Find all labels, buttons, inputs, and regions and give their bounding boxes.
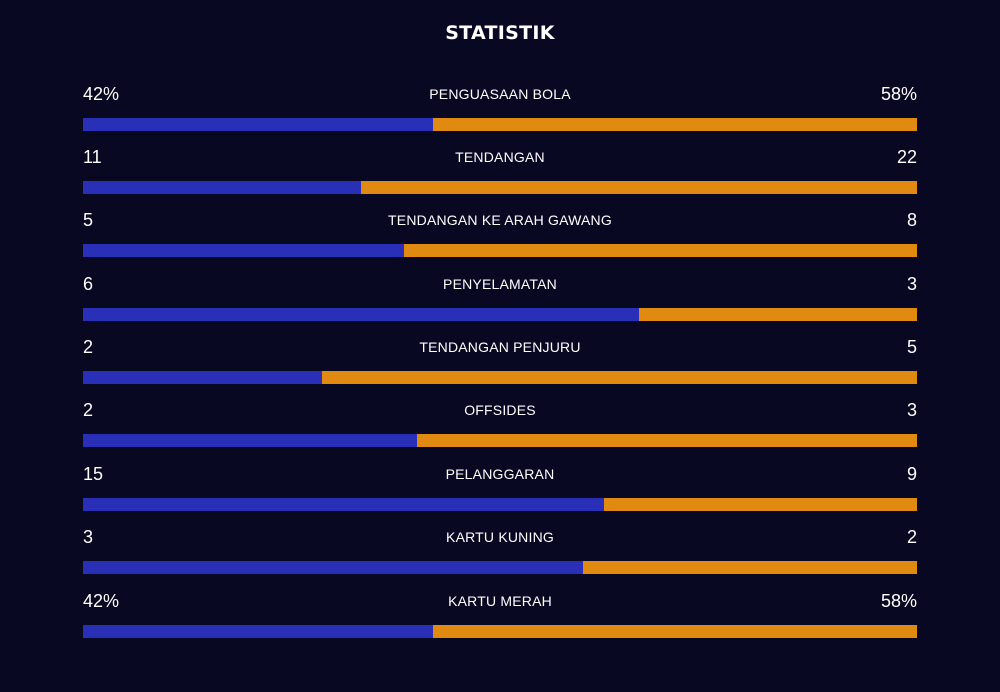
away-bar-fill (321, 371, 917, 384)
home-bar-fill (83, 561, 584, 574)
stat-home-value: 11 (83, 147, 102, 167)
home-bar-fill (83, 181, 361, 194)
stat-home-value: 6 (83, 274, 94, 294)
stat-home-value: 15 (83, 464, 104, 484)
stat-bar (83, 625, 917, 638)
stat-away-value: 3 (906, 400, 917, 420)
stat-away-value: 22 (896, 147, 917, 167)
stat-label: PELANGGARAN (445, 466, 555, 482)
stat-row-shots-on-target: 5 TENDANGAN KE ARAH GAWANG 8 (83, 209, 917, 265)
away-bar-fill (433, 118, 917, 131)
stat-home-value: 5 (83, 210, 94, 230)
stat-row-red-cards: 42% KARTU MERAH 58% (83, 590, 917, 646)
stat-away-value: 58% (880, 591, 917, 611)
stat-bar (83, 498, 917, 511)
stat-row-saves: 6 PENYELAMATAN 3 (83, 273, 917, 329)
stat-row-shots: 11 TENDANGAN 22 (83, 146, 917, 202)
stat-home-value: 3 (83, 527, 94, 547)
home-bar-fill (83, 371, 322, 384)
home-bar-fill (83, 244, 405, 257)
away-bar-fill (604, 498, 917, 511)
home-bar-fill (83, 625, 434, 638)
stat-away-value: 8 (906, 210, 917, 230)
away-bar-fill (639, 308, 917, 321)
stat-row-corners: 2 TENDANGAN PENJURU 5 (83, 336, 917, 392)
stat-row-yellow-cards: 3 KARTU KUNING 2 (83, 526, 917, 582)
stat-bar (83, 244, 917, 257)
stat-bar (83, 371, 917, 384)
stat-away-value: 9 (906, 464, 917, 484)
stat-row-offsides: 2 OFFSIDES 3 (83, 399, 917, 455)
stat-home-value: 42% (83, 591, 120, 611)
away-bar-fill (404, 244, 917, 257)
stat-label: TENDANGAN KE ARAH GAWANG (388, 212, 612, 228)
stat-away-value: 58% (880, 84, 917, 104)
stat-bar (83, 308, 917, 321)
stat-away-value: 2 (906, 527, 917, 547)
stat-label: PENGUASAAN BOLA (429, 86, 571, 102)
home-bar-fill (83, 118, 434, 131)
away-bar-fill (433, 625, 917, 638)
stat-away-value: 5 (906, 337, 917, 357)
stat-home-value: 42% (83, 84, 120, 104)
stat-bar (83, 118, 917, 131)
stat-row-possession: 42% PENGUASAAN BOLA 58% (83, 83, 917, 139)
stat-row-fouls: 15 PELANGGARAN 9 (83, 463, 917, 519)
stat-label: TENDANGAN PENJURU (419, 339, 581, 355)
stat-away-value: 3 (906, 274, 917, 294)
stats-title: STATISTIK (445, 22, 555, 44)
stat-label: TENDANGAN (455, 149, 545, 165)
away-bar-fill (583, 561, 917, 574)
home-bar-fill (83, 498, 605, 511)
stat-bar (83, 434, 917, 447)
home-bar-fill (83, 434, 417, 447)
stat-home-value: 2 (83, 400, 94, 420)
stat-bar (83, 181, 917, 194)
stat-label: KARTU MERAH (448, 593, 552, 609)
away-bar-fill (416, 434, 917, 447)
stat-bar (83, 561, 917, 574)
home-bar-fill (83, 308, 640, 321)
stat-label: PENYELAMATAN (443, 276, 557, 292)
stat-label: OFFSIDES (464, 402, 536, 418)
stat-label: KARTU KUNING (446, 529, 554, 545)
away-bar-fill (360, 181, 917, 194)
stat-home-value: 2 (83, 337, 94, 357)
